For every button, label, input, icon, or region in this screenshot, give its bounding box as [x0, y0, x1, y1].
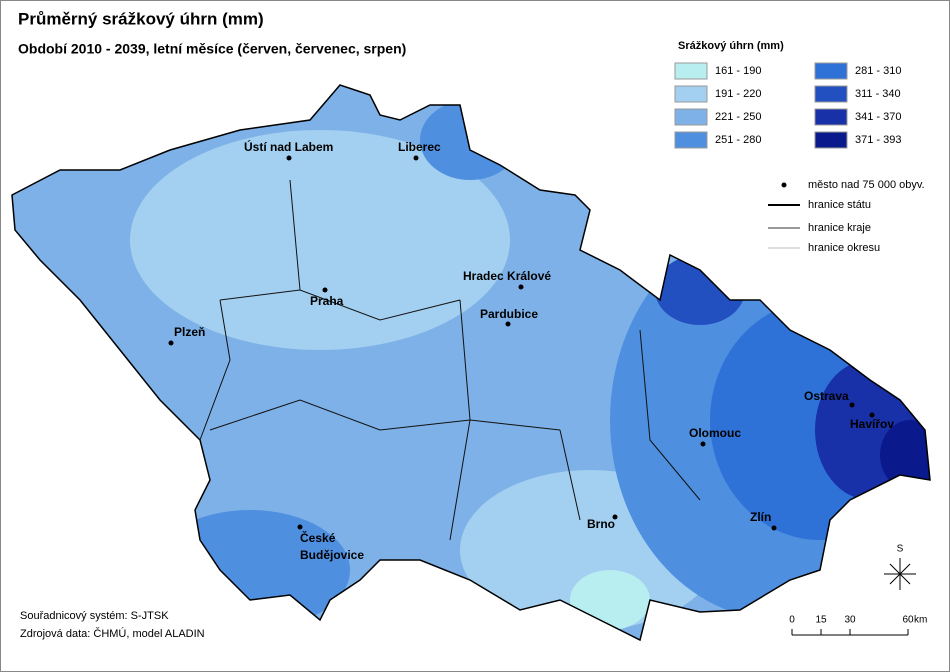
legend-swatch — [814, 108, 848, 126]
city-dot — [413, 155, 419, 161]
legend-swatch — [674, 62, 708, 80]
zone — [130, 130, 510, 350]
legend-label: 161 - 190 — [715, 65, 761, 77]
legend-swatch — [814, 62, 848, 80]
legend-swatch — [674, 108, 708, 126]
city-label: Ústí nad Labem — [244, 139, 333, 154]
city-dot — [286, 155, 292, 161]
city-dot — [849, 402, 855, 408]
scale-bar: 0 15 30 60 km — [789, 615, 927, 636]
footer: Souřadnicový systém: S-JTSK — [20, 610, 169, 622]
cities: Ústí nad Labem Liberec Praha Hradec Králové… — [168, 139, 894, 562]
legend-label: 371 - 393 — [855, 134, 901, 146]
legend-swatch — [674, 85, 708, 103]
scale-label: 0 — [789, 615, 795, 626]
city-label: Pardubice — [480, 307, 538, 321]
city-dot — [869, 412, 875, 418]
legend-label: 281 - 310 — [855, 65, 901, 77]
city-dot — [297, 524, 303, 530]
legend-title: Srážkový úhrn (mm) — [678, 40, 784, 52]
legend: Srážkový úhrn (mm) 161 - 190 191 - 220 221… — [674, 40, 925, 254]
legend-swatch — [814, 131, 848, 149]
city-label: Havířov — [850, 417, 894, 431]
footer: Zdrojová data: ČHMÚ, model ALADIN — [20, 627, 205, 640]
city-dot — [700, 441, 706, 447]
subtitle: Období 2010 - 2039, letní měsíce (červen… — [18, 41, 406, 57]
legend-swatch — [814, 85, 848, 103]
city-dot — [505, 321, 511, 327]
city-label: Brno — [587, 517, 615, 531]
legend-swatch — [674, 131, 708, 149]
legend-label: 341 - 370 — [855, 111, 901, 123]
legend-label: hranice kraje — [808, 222, 871, 234]
scale-label: 15 — [815, 615, 827, 626]
compass-label: S — [897, 544, 904, 555]
city-label: Zlín — [750, 510, 771, 524]
scale-label: 60 — [902, 615, 914, 626]
city-label: Liberec — [398, 140, 441, 154]
legend-label: hranice státu — [808, 199, 871, 211]
city-dot — [612, 514, 618, 520]
city-dot — [322, 287, 328, 293]
title: Průměrný srážkový úhrn (mm) — [18, 9, 264, 28]
legend-label: město nad 75 000 obyv. — [808, 179, 925, 191]
legend-dot — [781, 182, 787, 188]
city-label: Praha — [310, 294, 344, 308]
scale-label: 30 — [844, 615, 856, 626]
city-dot — [168, 340, 174, 346]
legend-label: hranice okresu — [808, 242, 880, 254]
legend-label: 191 - 220 — [715, 88, 761, 100]
city-dot — [518, 284, 524, 290]
legend-label: 221 - 250 — [715, 111, 761, 123]
legend-label: 251 - 280 — [715, 134, 761, 146]
scale-unit: km — [914, 615, 927, 626]
city-dot — [771, 525, 777, 531]
city-label: Ostrava — [804, 389, 849, 403]
city-label: Olomouc — [689, 426, 741, 440]
city-label: Plzeň — [174, 325, 205, 339]
legend-label: 311 - 340 — [855, 88, 901, 100]
city-label: České Budějovice — [300, 530, 364, 562]
compass — [884, 558, 916, 590]
city-label: Hradec Králové — [463, 269, 551, 283]
region-border — [199, 179, 701, 541]
